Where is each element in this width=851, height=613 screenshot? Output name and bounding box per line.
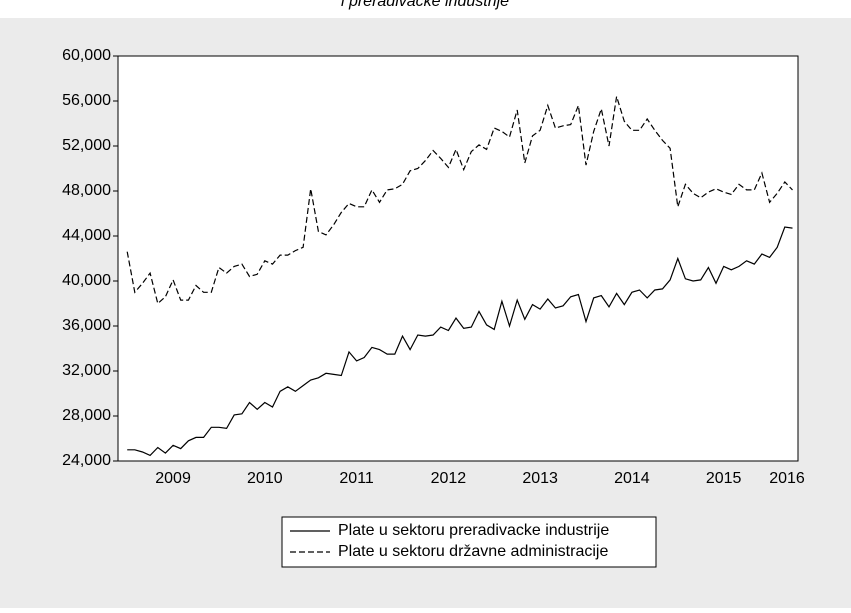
y-tick-label: 28,000 — [62, 407, 111, 424]
x-tick-label: 2015 — [706, 470, 742, 487]
x-tick-label: 2012 — [431, 470, 467, 487]
x-tick-label: 2011 — [339, 470, 374, 487]
y-tick-label: 24,000 — [62, 452, 111, 469]
y-tick-label: 48,000 — [62, 182, 111, 199]
y-tick-label: 60,000 — [62, 47, 111, 64]
plot-area — [117, 55, 799, 462]
x-tick-label: 2016 — [769, 470, 805, 487]
chart-title: i preradivacke industrije — [341, 0, 509, 10]
series-line — [127, 226, 793, 457]
legend — [281, 516, 657, 568]
y-tick-label: 52,000 — [62, 137, 111, 154]
y-tick-label: 36,000 — [62, 317, 111, 334]
x-tick-label: 2009 — [155, 470, 191, 487]
x-tick-label: 2013 — [522, 470, 558, 487]
legend-label: Plate u sektoru državne administracije — [338, 543, 608, 560]
x-tick-label: 2014 — [614, 470, 650, 487]
y-tick-label: 32,000 — [62, 362, 111, 379]
legend-label: Plate u sektoru preradivacke industrije — [338, 522, 609, 539]
x-tick-label: 2010 — [247, 470, 283, 487]
series-line — [126, 96, 793, 305]
y-tick-label: 40,000 — [62, 272, 111, 289]
y-tick-label: 56,000 — [62, 92, 111, 109]
y-tick-label: 44,000 — [62, 227, 111, 244]
